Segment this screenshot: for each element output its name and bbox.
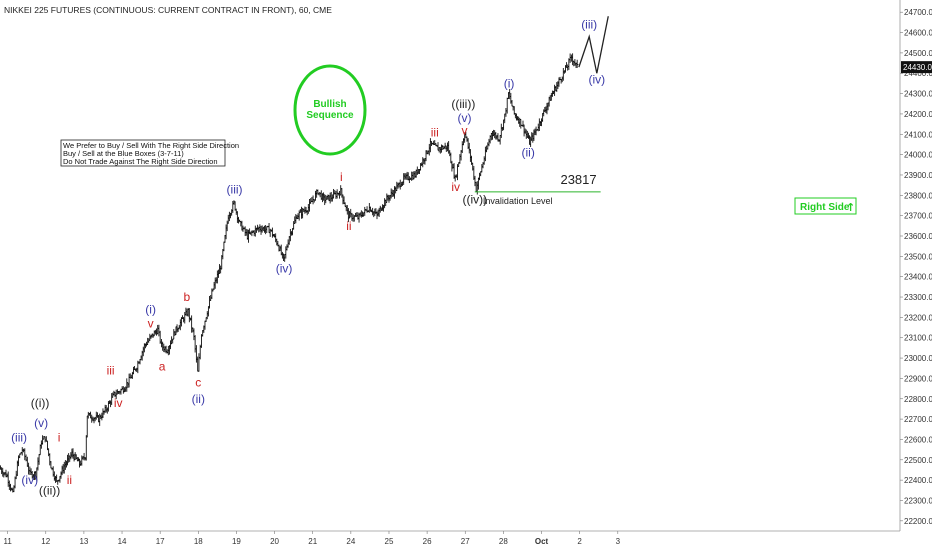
wave-label: (i) (145, 302, 156, 316)
wave-label: ((iv)) (462, 192, 487, 206)
price-tick-label: 23400.0 (904, 273, 932, 282)
wave-label: c (195, 376, 201, 390)
wave-label: i (340, 170, 343, 184)
price-tick-label: 22700.0 (904, 415, 932, 424)
time-tick-label: 20 (270, 537, 279, 546)
price-tick-label: 24700.0 (904, 8, 932, 17)
price-tick-label: 23800.0 (904, 191, 932, 200)
price-tick-label: 23600.0 (904, 232, 932, 241)
time-tick-label: 2 (577, 537, 582, 546)
wave-label: (iv) (21, 473, 38, 487)
price-tick-label: 22500.0 (904, 456, 932, 465)
price-tick-label: 24500.0 (904, 49, 932, 58)
right-side-box: Right Side ↑ (794, 197, 857, 215)
wave-label: iii (431, 125, 439, 139)
price-tick-label: 23200.0 (904, 313, 932, 322)
price-tick-label: 24000.0 (904, 151, 932, 160)
note-line-3: Do Not Trade Against The Right Side Dire… (63, 157, 218, 166)
projection-line (578, 16, 609, 74)
price-tick-label: 24300.0 (904, 90, 932, 99)
price-tick-label: 24600.0 (904, 29, 932, 38)
time-tick-label: 21 (308, 537, 317, 546)
wave-label: ii (67, 473, 72, 487)
wave-label: b (184, 290, 191, 304)
price-tick-label: 23700.0 (904, 212, 932, 221)
wave-label: ((i)) (31, 396, 50, 410)
time-tick-label: 25 (385, 537, 394, 546)
price-tick-label: 22300.0 (904, 496, 932, 505)
price-tick-label: 23000.0 (904, 354, 932, 363)
wave-label: (v) (34, 416, 48, 430)
price-tick-label: 23900.0 (904, 171, 932, 180)
wave-labels: (iii)(iv)((i))(v)((ii))iiiiiiiv(i)vabc(i… (11, 17, 605, 497)
wave-label: ii (346, 219, 351, 233)
wave-label: (iii) (11, 430, 27, 444)
wave-label: (iii) (581, 17, 597, 31)
time-tick-label: 18 (194, 537, 203, 546)
wave-label: iv (451, 180, 460, 194)
time-tick-label: 11 (3, 537, 12, 546)
price-tick-label: 24400.0 (904, 69, 932, 78)
time-tick-label: 13 (79, 537, 88, 546)
up-arrow-icon: ↑ (846, 201, 855, 214)
note-line-2: Buy / Sell at the Blue Boxes (3-7-11) (63, 149, 184, 158)
time-tick-label: 12 (41, 537, 50, 546)
time-tick-label: 28 (499, 537, 508, 546)
wave-label: (i) (504, 76, 515, 90)
time-tick-label: 27 (461, 537, 470, 546)
price-tick-label: 22900.0 (904, 374, 932, 383)
price-tick-label: 22400.0 (904, 476, 932, 485)
price-tick-label: 22800.0 (904, 395, 932, 404)
price-tick-label: 22200.0 (904, 517, 932, 526)
wave-label: (iii) (227, 182, 243, 196)
time-tick-label: 17 (156, 537, 165, 546)
bullish-sequence-badge: Bullish Sequence (293, 64, 367, 156)
time-axis: 11 12 13 14 17 18 19 20 21 24 25 26 27 28 Oct 2 3 (0, 530, 900, 546)
wave-label: (iv) (588, 72, 605, 86)
price-tick-label: 24200.0 (904, 110, 932, 119)
wave-label: (ii) (192, 392, 205, 406)
chart-title: NIKKEI 225 FUTURES (CONTINUOUS: CURRENT … (4, 5, 332, 15)
time-tick-label: Oct (535, 537, 549, 546)
wave-label: iii (107, 363, 115, 377)
price-tick-label: 24100.0 (904, 130, 932, 139)
price-tick-label: 23300.0 (904, 293, 932, 302)
price-tick-label: 23500.0 (904, 252, 932, 261)
wave-label: (iv) (276, 262, 293, 276)
notes-box: We Prefer to Buy / Sell With The Right S… (60, 139, 239, 167)
levels-layer: Invalidation Level 23817 (474, 172, 601, 206)
note-line-1: We Prefer to Buy / Sell With The Right S… (63, 141, 239, 150)
wave-label: i (58, 430, 61, 444)
price-tick-label: 23100.0 (904, 334, 932, 343)
wave-label: v (148, 317, 154, 331)
price-axis: 22200.0 22300.0 22400.0 22500.0 22600.0 22700… (899, 0, 932, 531)
wave-label: v (461, 123, 467, 137)
wave-label: ((ii)) (39, 483, 60, 497)
invalidation-level-value: 23817 (560, 172, 596, 187)
badge-line-1: Bullish (313, 99, 346, 110)
time-tick-label: 19 (232, 537, 241, 546)
wave-label: ((iii)) (451, 97, 475, 111)
current-price-tag (901, 61, 932, 74)
price-tick-label: 22600.0 (904, 435, 932, 444)
price-bars (0, 16, 609, 493)
time-tick-label: 26 (423, 537, 432, 546)
current-price-label: 24430.0 (903, 63, 932, 72)
wave-label: a (159, 359, 166, 373)
wave-label: iv (114, 396, 123, 410)
invalidation-level-label: Invalidation Level (483, 196, 553, 206)
badge-line-2: Sequence (306, 110, 354, 121)
wave-label: (v) (457, 111, 471, 125)
time-tick-label: 3 (616, 537, 621, 546)
wave-label: (ii) (522, 146, 535, 160)
time-tick-label: 24 (346, 537, 355, 546)
right-side-label: Right Side (800, 202, 850, 213)
time-tick-label: 14 (118, 537, 127, 546)
